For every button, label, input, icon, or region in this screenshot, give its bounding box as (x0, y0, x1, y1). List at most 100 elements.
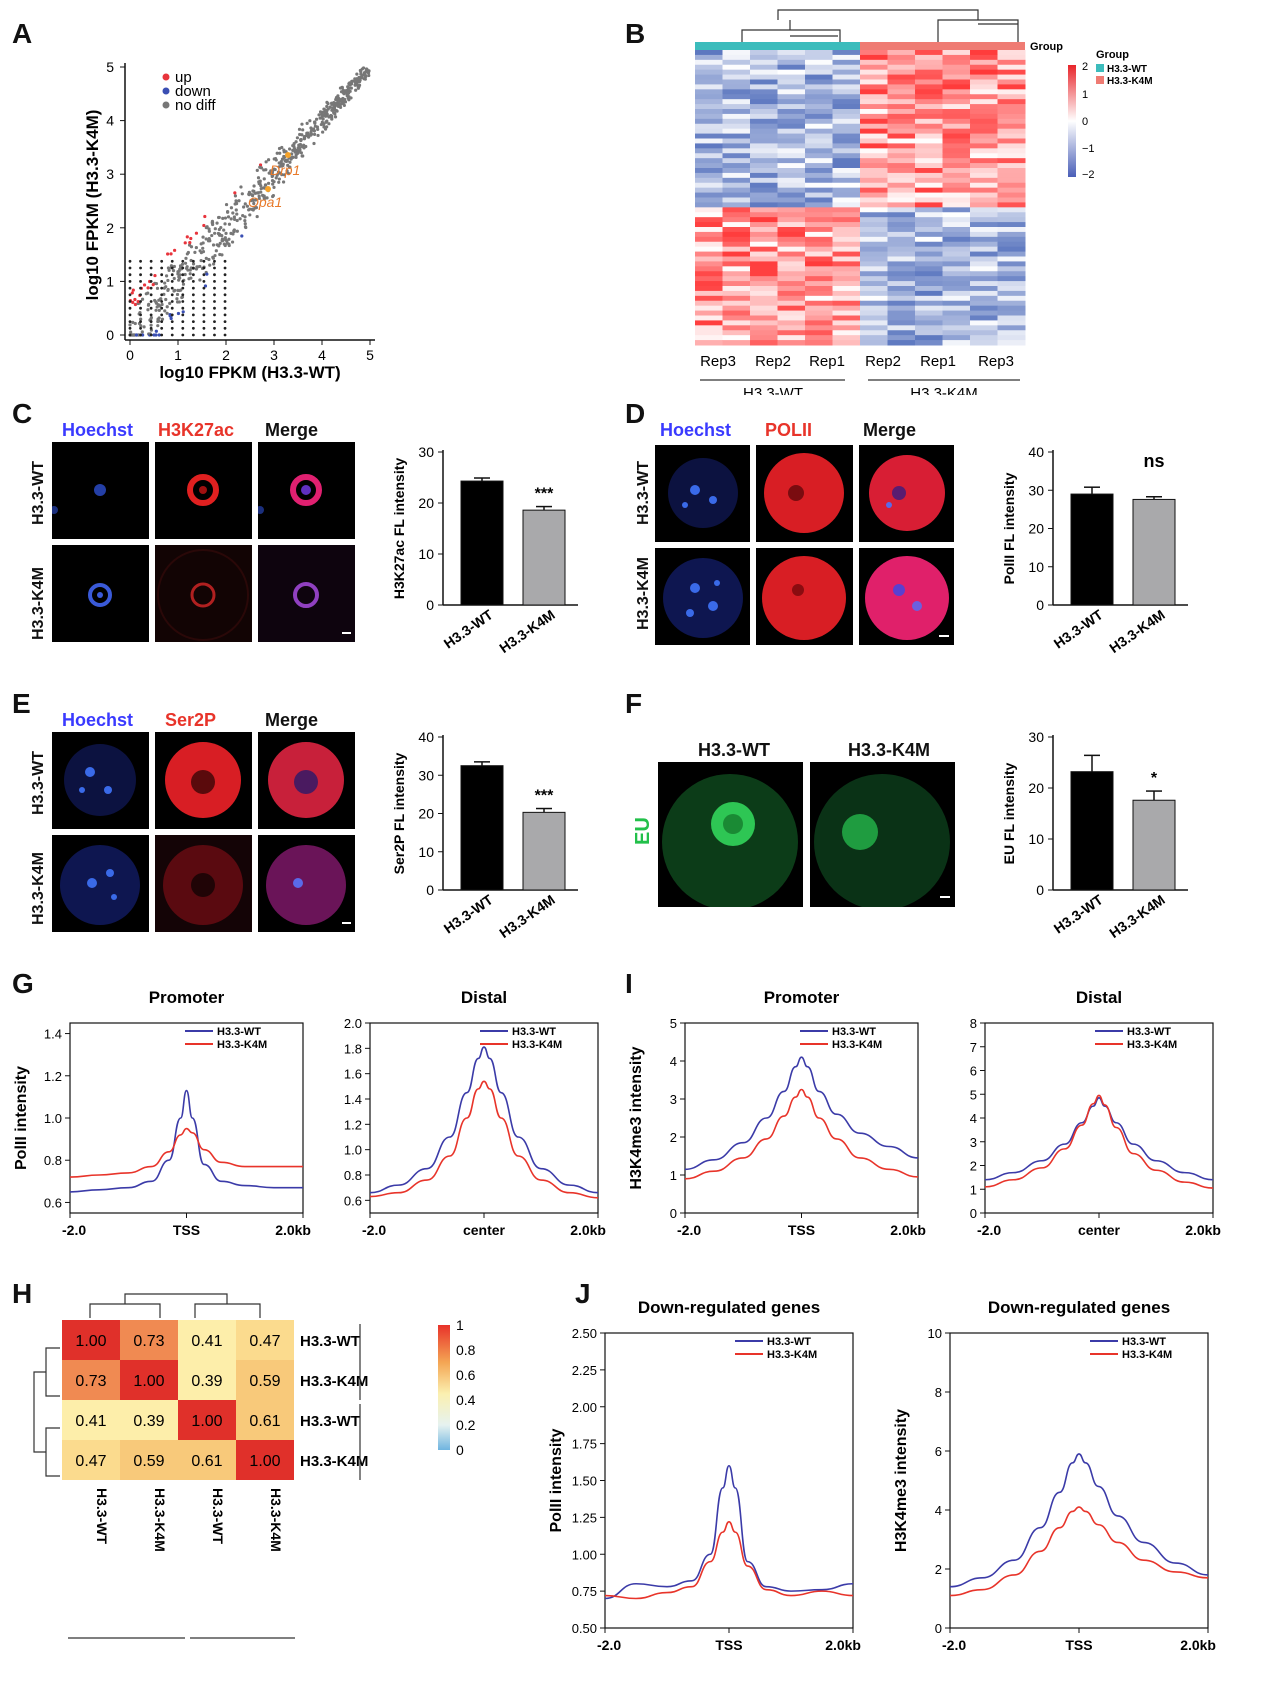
line-chart-j-polii: Down-regulated genes PolII intensity 0.50 0… (548, 1298, 861, 1653)
scatter-point (332, 111, 336, 115)
line-chart-i-promoter: Promoter H3K4me3 intensity 0 1 2 3 4 5 -2.0 TSS 2.… (628, 988, 926, 1238)
x-tick-label: 2.0kb (890, 1222, 926, 1238)
scatter-point (181, 280, 185, 283)
legend-nodiff: no diff (175, 97, 216, 114)
heatmap-cell (750, 123, 778, 130)
heatmap-cell (777, 281, 806, 287)
bar-chart-f: EU FL intensity 0 10 20 30 H3.3-WT H3.3-K4M * (1001, 729, 1188, 941)
y-tick-label: 0 (1036, 597, 1044, 613)
heatmap-cell (832, 128, 861, 135)
heatmap-cell (750, 231, 778, 238)
heatmap-cell (722, 340, 751, 346)
scatter-point (273, 157, 278, 161)
scatter-point (226, 210, 230, 214)
heatmap-cell (750, 320, 778, 326)
heatmap-cell (970, 325, 998, 331)
heatmap-cell (915, 305, 943, 312)
panel-label-h: H (12, 1278, 33, 1309)
scatter-point (202, 300, 206, 303)
scatter-point (191, 333, 195, 337)
scatter-point (238, 217, 242, 221)
heatmap-cell (777, 74, 806, 80)
heatmap-cell (860, 256, 888, 262)
col-label: H3.3-WT (94, 1488, 110, 1544)
y-tick-label: 0.50 (572, 1621, 597, 1636)
scatter-point (211, 243, 216, 247)
heatmap-cell (805, 286, 833, 292)
scatter-point (198, 278, 202, 282)
heatmap-cell (832, 261, 861, 267)
heatmap-cell (997, 236, 1026, 243)
plot-frame (684, 1022, 919, 1214)
scatter-point (213, 300, 216, 303)
heatmap-cell (997, 246, 1026, 253)
scatter-point (223, 273, 227, 277)
heatmap-cell (997, 138, 1026, 144)
heatmap-cell (887, 315, 916, 321)
heatmap-cell (887, 104, 916, 110)
scatter-point (178, 264, 183, 268)
image-d-k4m-merge (859, 548, 954, 645)
scatter-point (158, 304, 162, 308)
heatmap-cell (997, 89, 1026, 95)
heatmap-cell (915, 54, 943, 61)
heatmap-cell (805, 187, 833, 194)
scatter-point (299, 151, 303, 155)
heatmap-cell (942, 187, 971, 194)
heatmap-cell (997, 276, 1026, 282)
heatmap-cell (695, 143, 723, 149)
image-c-k4m-hoechst (52, 545, 149, 642)
scatter-point (232, 217, 237, 221)
expression-heatmap-b: Group Rep3 Rep2 Rep1 Rep2 Rep1 Rep3 H3.3… (695, 9, 1063, 395)
scatter-point (266, 158, 271, 162)
heatmap-cell (915, 168, 943, 174)
y-tick-label: 30 (418, 767, 434, 783)
heatmap-cell (970, 69, 998, 76)
scatter-point (281, 162, 285, 166)
heatmap-cell (777, 192, 806, 198)
heatmap-cell (750, 227, 778, 233)
scatter-point (264, 168, 268, 172)
heatmap-cell (722, 335, 751, 341)
heatmap-cell (722, 148, 751, 154)
heatmap-cell (997, 330, 1026, 336)
scatter-point (347, 98, 351, 102)
scatter-point (131, 320, 135, 324)
row-label: H3.3-K4M (300, 1453, 368, 1470)
bar (460, 765, 504, 891)
scatter-point (229, 231, 233, 235)
heatmap-cell (942, 251, 971, 257)
scatter-point (201, 241, 205, 245)
scatter-point (252, 184, 256, 188)
heatmap-cell (942, 241, 971, 248)
heatmap-cell (942, 315, 971, 321)
heatmap-cell (997, 153, 1026, 159)
heatmap-cell (777, 231, 806, 238)
heatmap-cell (832, 138, 861, 144)
heatmap-cell (970, 271, 998, 277)
heatmap-cell (970, 310, 998, 316)
scatter-point (243, 202, 247, 206)
line-chart-i-distal: Distal 0 1 2 3 4 5 6 7 8 -2.0 center 2.0kb H3.3-WTH3.… (970, 988, 1221, 1238)
scatter-point (154, 308, 158, 312)
y-tick-label: 1.00 (572, 1547, 597, 1562)
scatter-point (181, 282, 186, 286)
heatmap-cell (915, 50, 943, 56)
heatmap-cell (805, 138, 833, 144)
scatter-point (347, 82, 351, 86)
row-dendrogram (33, 1347, 60, 1477)
scatter-point (264, 160, 268, 164)
heatmap-cell (860, 99, 888, 105)
heatmap-cell (805, 143, 833, 149)
heatmap-cell (805, 104, 833, 110)
heatmap-cell (695, 74, 723, 80)
scatter-point (201, 246, 205, 250)
heatmap-cell (832, 207, 861, 213)
scatter-point (163, 281, 167, 285)
heatmap-cell (722, 261, 751, 267)
scatter-point (176, 311, 181, 316)
heatmap-cell (805, 153, 833, 159)
x-tick-label: 4 (318, 347, 326, 363)
scatter-point (282, 154, 286, 159)
heatmap-cell (887, 172, 916, 179)
